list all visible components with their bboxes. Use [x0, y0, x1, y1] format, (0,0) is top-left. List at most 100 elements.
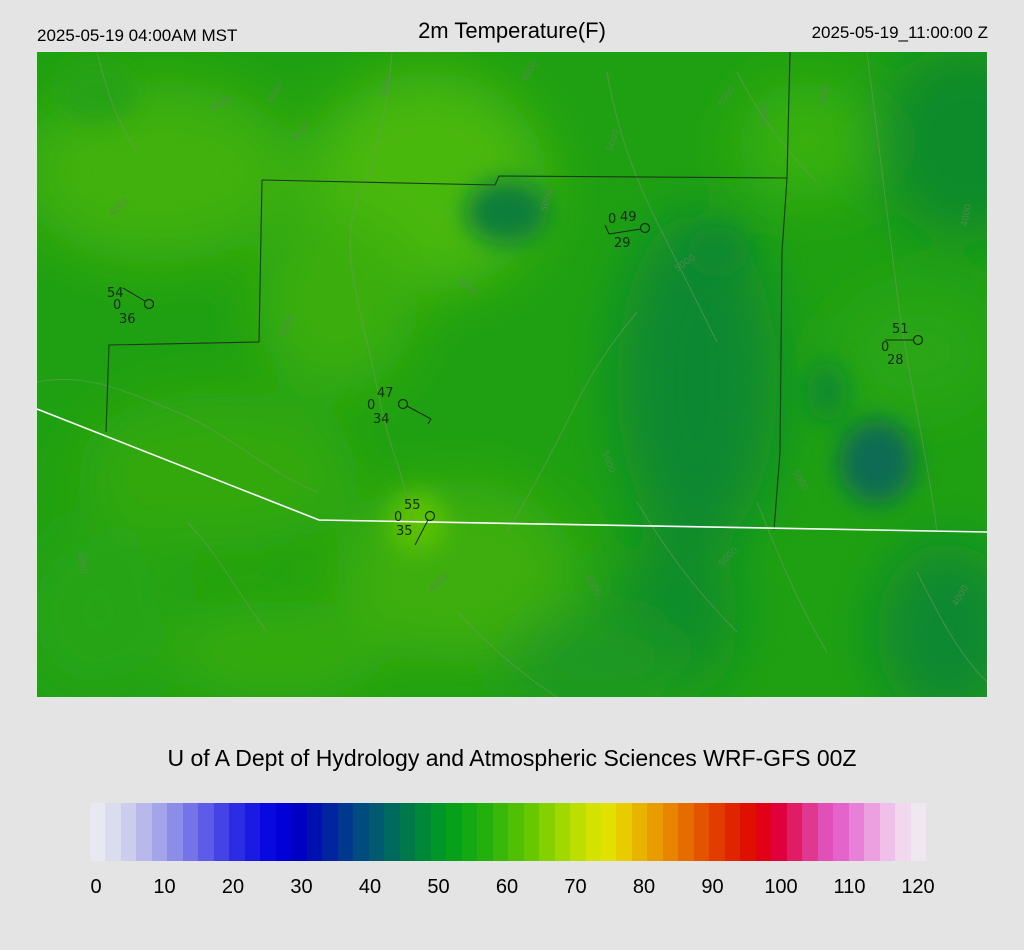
colorbar-band [353, 803, 369, 861]
station-dewpoint: 36 [119, 312, 136, 327]
colorbar-band [167, 803, 183, 861]
colorbar-band [539, 803, 555, 861]
station-temp: 54 [107, 286, 124, 301]
colorbar-tick-label: 50 [427, 876, 450, 898]
colorbar-band [570, 803, 586, 861]
colorbar-band [306, 803, 323, 861]
colorbar-band [415, 803, 431, 861]
colorbar-band [585, 803, 601, 861]
colorbar-band [755, 803, 772, 861]
colorbar-band [136, 803, 152, 861]
station-dewpoint: 29 [614, 236, 631, 251]
colorbar-band [492, 803, 509, 861]
temperature-map: 4000 4000 4000 5000 5000 5000 5000 4000 … [37, 52, 987, 697]
colorbar-band [461, 803, 478, 861]
colorbar-tick-label: 80 [632, 876, 656, 898]
colorbar-tick-label: 0 [90, 876, 102, 898]
station-dewpoint: 34 [373, 412, 390, 427]
colorbar-band [895, 803, 911, 861]
colorbar-tick-labels: 0 10 20 30 40 50 60 70 80 90 100 110 120 [0, 876, 1024, 900]
colorbar-band [430, 803, 447, 861]
colorbar-band [244, 803, 261, 861]
colorbar-band [213, 803, 230, 861]
state-boundaries [105, 52, 791, 531]
colorbar-tick-label: 70 [564, 876, 587, 898]
colorbar-band [399, 803, 416, 861]
colorbar-band [229, 803, 245, 861]
colorbar-band [477, 803, 493, 861]
colorbar-band [647, 803, 663, 861]
contour-label: 5000 [758, 103, 772, 128]
colorbar-band [786, 803, 803, 861]
station-temp: 49 [620, 210, 637, 225]
temperature-field [37, 52, 987, 697]
temperature-colorbar [90, 803, 927, 861]
colorbar-band [291, 803, 307, 861]
colorbar-band [662, 803, 679, 861]
colorbar-band [446, 803, 462, 861]
colorbar-band [90, 803, 106, 861]
colorbar-band [120, 803, 137, 861]
colorbar-tick-label: 30 [290, 876, 313, 898]
colorbar-band [600, 803, 617, 861]
colorbar-band [833, 803, 849, 861]
colorbar-band [709, 803, 725, 861]
colorbar-band [260, 803, 276, 861]
station-plot-central: 47 0 34 [367, 386, 432, 427]
station-cloud: 0 [367, 398, 375, 413]
colorbar-band [693, 803, 710, 861]
station-cloud: 0 [394, 510, 402, 525]
station-cloud: 0 [113, 298, 121, 313]
station-temp: 51 [892, 322, 909, 337]
station-plot-west: 54 0 36 [107, 286, 155, 327]
colorbar-band [771, 803, 787, 861]
colorbar-band [724, 803, 741, 861]
station-plot-south: 55 0 35 [394, 498, 436, 546]
colorbar-band [802, 803, 818, 861]
colorbar-tick-label: 20 [221, 876, 245, 898]
colorbar-band [740, 803, 756, 861]
station-dewpoint: 28 [887, 353, 904, 368]
station-temp: 47 [377, 386, 394, 401]
colorbar-band [182, 803, 199, 861]
terrain-contours [37, 52, 987, 697]
contour-label: 4000 [74, 551, 88, 576]
colorbar-band [616, 803, 632, 861]
colorbar-band [368, 803, 385, 861]
colorbar-band [151, 803, 168, 861]
colorbar-band [508, 803, 524, 861]
map-title: 2m Temperature(F) [418, 18, 606, 43]
colorbar-band [523, 803, 540, 861]
colorbar-band [864, 803, 880, 861]
colorbar-tick-label: 100 [764, 876, 798, 898]
colorbar-band [384, 803, 400, 861]
station-temp: 55 [404, 498, 421, 513]
international-border [37, 408, 987, 533]
colorbar-tick-label: 10 [153, 876, 176, 898]
contour-label: 4000 [960, 203, 974, 228]
colorbar-band [678, 803, 694, 861]
station-plots: 54 0 36 0 49 29 51 0 28 [107, 210, 924, 546]
colorbar-tick-label: 90 [701, 876, 724, 898]
colorbar-band [105, 803, 121, 861]
station-cloud: 0 [881, 340, 889, 355]
station-dewpoint: 35 [396, 524, 413, 539]
utc-time-label: 2025-05-19_11:00:00 Z [811, 23, 988, 42]
station-plot-east: 51 0 28 [881, 322, 924, 368]
colorbar-band [817, 803, 834, 861]
colorbar-band [322, 803, 338, 861]
colorbar-tick-label: 40 [358, 876, 382, 898]
colorbar-tick-label: 60 [495, 876, 519, 898]
colorbar-band [275, 803, 292, 861]
contour-label: 5000 [818, 83, 832, 108]
colorbar-band [554, 803, 571, 861]
station-cloud: 0 [608, 212, 616, 227]
colorbar-band [198, 803, 214, 861]
colorbar-band [631, 803, 648, 861]
colorbar-band [910, 803, 927, 861]
station-plot-north: 0 49 29 [604, 210, 651, 251]
local-time-label: 2025-05-19 04:00AM MST [37, 26, 238, 45]
colorbar-tick-label: 110 [833, 876, 866, 898]
colorbar-band [879, 803, 896, 861]
colorbar-band [337, 803, 354, 861]
